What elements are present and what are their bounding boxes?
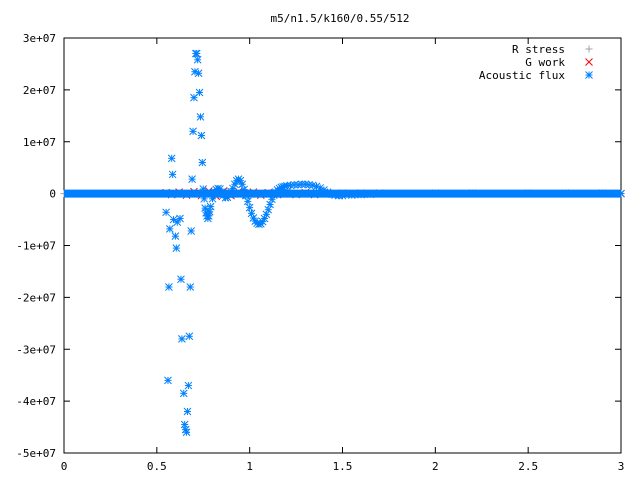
plot-frame — [63, 37, 622, 454]
y-tick-label: -2e+07 — [16, 291, 56, 304]
acoustic-flux-point — [178, 335, 186, 343]
legend-marker — [585, 58, 593, 66]
acoustic-flux-point — [468, 189, 477, 197]
legend-marker — [585, 45, 593, 53]
acoustic-flux-point — [172, 244, 181, 252]
acoustic-flux-point — [240, 185, 248, 194]
acoustic-flux-point — [208, 194, 217, 203]
acoustic-flux-point — [198, 158, 207, 167]
acoustic-flux-point — [192, 49, 201, 58]
acoustic-flux-point — [195, 88, 204, 97]
y-tick-label: -4e+07 — [16, 395, 56, 408]
acoustic-flux-point — [176, 214, 184, 223]
acoustic-flux-point — [165, 225, 174, 233]
acoustic-flux-point — [179, 389, 188, 398]
x-tick-label: 1 — [246, 460, 253, 473]
acoustic-flux-point — [242, 191, 250, 200]
acoustic-flux-point — [197, 131, 206, 140]
acoustic-flux-point — [206, 202, 215, 211]
acoustic-flux-point — [431, 189, 440, 197]
acoustic-flux-point — [177, 275, 185, 284]
series-layer — [60, 49, 625, 437]
acoustic-flux-point — [347, 191, 356, 200]
acoustic-flux-point — [184, 381, 193, 390]
acoustic-flux-point — [598, 189, 607, 197]
x-tick-label: 2 — [432, 460, 439, 473]
acoustic-flux-point — [188, 175, 196, 183]
acoustic-flux-point — [243, 197, 252, 206]
acoustic-flux-point — [366, 190, 375, 198]
acoustic-flux-point — [375, 189, 384, 198]
acoustic-flux-point — [193, 55, 202, 64]
x-tick-label: 0.5 — [147, 460, 167, 473]
y-tick-label: -1e+07 — [16, 240, 56, 253]
acoustic-flux-point — [450, 189, 458, 198]
acoustic-flux-point — [201, 204, 209, 213]
axes: 0 0.5 1 1.5 2 2.5 3 3e+07 2e+07 1e+07 0 -1e+07 -2e+0… — [16, 32, 624, 473]
acoustic-flux-point — [617, 189, 625, 198]
acoustic-flux-point — [164, 376, 172, 385]
x-tick-label: 0 — [61, 460, 68, 473]
y-tick-label: 2e+07 — [23, 84, 56, 97]
acoustic-flux-point — [412, 189, 421, 198]
acoustic-flux-point — [286, 181, 295, 190]
y-tick-label: 0 — [49, 188, 56, 201]
acoustic-flux-point — [357, 190, 365, 199]
acoustic-flux-point — [167, 154, 176, 163]
series-acoustic-flux — [64, 49, 625, 437]
acoustic-flux-point — [165, 283, 173, 291]
acoustic-flux-point — [168, 170, 177, 179]
acoustic-flux-point — [524, 189, 533, 197]
y-tick-label: 3e+07 — [23, 32, 56, 45]
y-tick-label: -5e+07 — [16, 447, 56, 460]
acoustic-flux-point — [561, 189, 570, 197]
acoustic-flux-point — [191, 67, 199, 76]
acoustic-flux-point — [238, 180, 247, 189]
acoustic-flux-point — [266, 200, 274, 209]
acoustic-flux-point — [185, 332, 194, 341]
x-tick-label: 1.5 — [333, 460, 353, 473]
x-tick-label: 2.5 — [518, 460, 538, 473]
acoustic-flux-point — [264, 205, 273, 214]
acoustic-flux-point — [189, 127, 197, 136]
chart-title: m5/n1.5/k160/0.55/512 — [270, 12, 409, 25]
acoustic-flux-point — [394, 189, 403, 198]
acoustic-flux-point — [186, 283, 195, 291]
acoustic-flux-point — [200, 194, 209, 203]
acoustic-flux-point — [505, 189, 514, 198]
acoustic-flux-point — [338, 191, 347, 200]
acoustic-flux-point — [187, 227, 196, 235]
acoustic-flux-point — [171, 232, 180, 241]
acoustic-flux-point — [196, 112, 205, 121]
legend-label: R stress — [512, 43, 565, 56]
y-tick-label: 1e+07 — [23, 136, 56, 149]
acoustic-flux-point — [245, 203, 254, 212]
acoustic-flux-point — [580, 189, 588, 198]
acoustic-flux-point — [194, 69, 203, 78]
acoustic-flux-point — [162, 208, 170, 217]
acoustic-flux-point — [199, 185, 208, 193]
acoustic-flux-point — [542, 189, 551, 198]
legend-marker — [585, 71, 593, 79]
y-tick-label: -3e+07 — [16, 343, 56, 356]
acoustic-flux-point — [487, 189, 495, 198]
acoustic-flux-point — [182, 428, 191, 437]
acoustic-flux-point — [183, 407, 192, 416]
x-tick-label: 3 — [618, 460, 625, 473]
legend-label: G work — [525, 56, 565, 69]
acoustic-flux-point — [169, 215, 178, 224]
legend-label: Acoustic flux — [479, 69, 565, 82]
